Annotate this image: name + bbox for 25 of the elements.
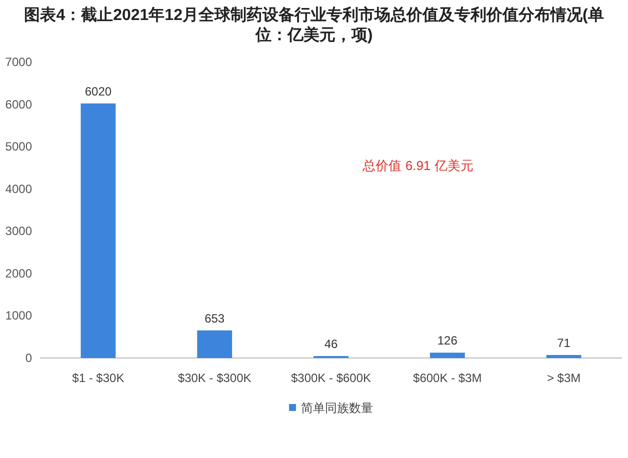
bar xyxy=(430,352,465,358)
chart-title: 图表4：截止2021年12月全球制药设备行业专利市场总价值及专利价值分布情况(单位：亿美元，项) xyxy=(23,6,605,46)
y-tick-label: 0 xyxy=(25,351,32,365)
y-tick-label: 7000 xyxy=(5,55,32,69)
y-tick-label: 1000 xyxy=(5,308,32,323)
x-tick-label: $1 - $30K xyxy=(72,371,124,385)
data-label: 653 xyxy=(204,311,225,326)
data-label: 71 xyxy=(557,336,571,350)
y-tick-label: 5000 xyxy=(5,140,32,154)
bar xyxy=(80,103,116,358)
x-tick-label: $600K - $3M xyxy=(413,371,482,385)
x-tick-label: $300K - $600K xyxy=(290,371,372,385)
y-tick-label: 6000 xyxy=(5,97,32,112)
x-tick-label: $30K - $300K xyxy=(178,371,252,385)
data-label: 126 xyxy=(437,334,458,348)
bar xyxy=(197,330,232,358)
y-tick-label: 2000 xyxy=(5,266,32,280)
bar xyxy=(546,355,582,358)
x-tick-label: > $3M xyxy=(546,371,581,385)
y-tick-label: 4000 xyxy=(5,182,32,196)
legend-label: 简单同族数量 xyxy=(301,401,373,415)
data-label: 46 xyxy=(324,337,338,352)
y-tick-label: 3000 xyxy=(5,224,32,238)
annotation: 总价值 6.91 亿美元 xyxy=(362,158,474,173)
data-label: 6020 xyxy=(84,84,112,98)
